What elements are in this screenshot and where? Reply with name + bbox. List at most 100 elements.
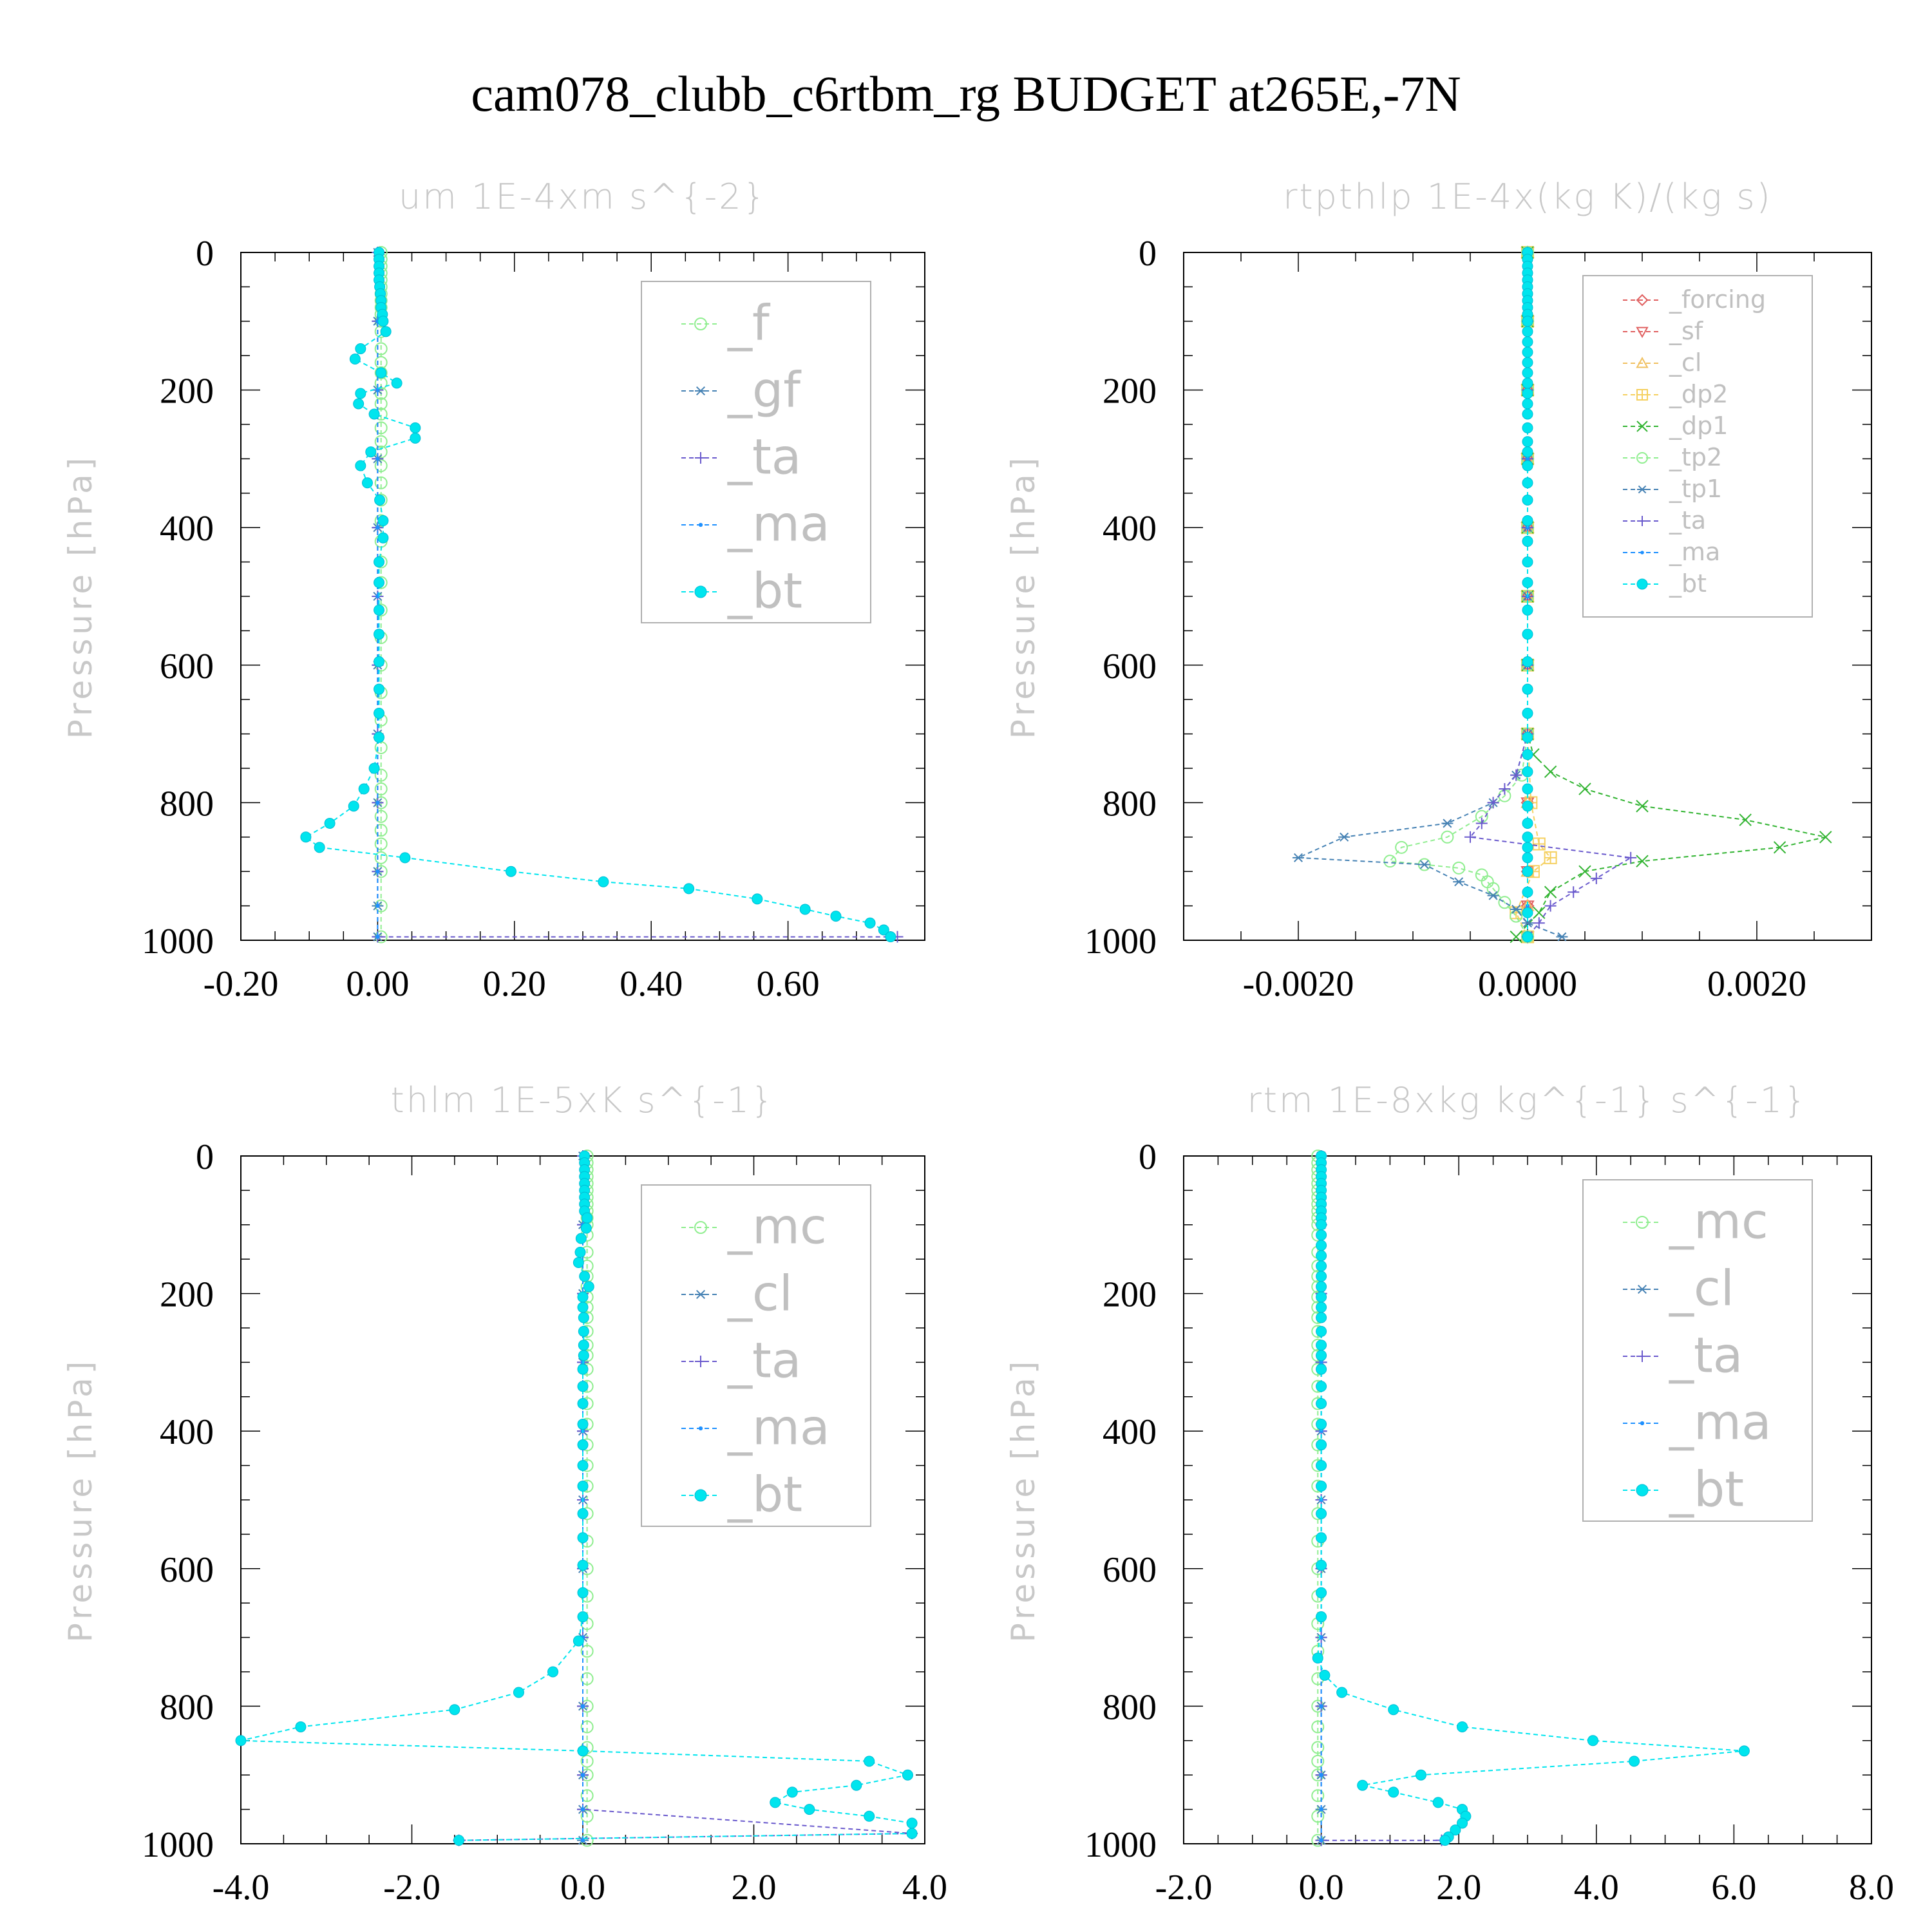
legend-marker — [1636, 1216, 1649, 1229]
x-tick-label: 0.60 — [757, 964, 820, 1004]
data-point — [374, 604, 385, 616]
data-point — [1316, 1419, 1327, 1430]
data-point — [410, 422, 421, 433]
data-point — [1316, 1587, 1327, 1598]
data-point — [1522, 852, 1533, 864]
data-point — [1357, 1779, 1368, 1791]
data-point — [902, 1769, 913, 1781]
data-point — [1316, 1481, 1327, 1492]
legend-label: _ta — [727, 1331, 801, 1388]
data-point — [1629, 1756, 1640, 1767]
data-point — [1450, 1824, 1461, 1836]
legend-box — [641, 1184, 871, 1527]
data-point — [355, 343, 366, 355]
data-point — [580, 1672, 594, 1685]
data-point — [374, 837, 388, 851]
data-point — [1522, 536, 1533, 547]
series-ta — [1315, 1150, 1448, 1846]
y-tick-label: 0 — [1139, 234, 1157, 274]
data-point — [375, 526, 380, 530]
data-point — [580, 1838, 585, 1842]
y-tick-label: 600 — [160, 647, 214, 687]
legend-label: _ma — [727, 495, 830, 552]
data-point — [1522, 422, 1533, 433]
legend-marker — [1636, 356, 1649, 368]
data-point — [1487, 891, 1499, 900]
data-point — [374, 476, 388, 489]
data-point — [1522, 683, 1533, 695]
y-tick-label: 200 — [160, 372, 214, 412]
y-tick-label: 600 — [1103, 1550, 1157, 1590]
legend-label: _tp2 — [1669, 443, 1722, 471]
data-point — [1457, 1721, 1468, 1732]
data-point — [1316, 1363, 1327, 1375]
data-point — [374, 732, 385, 743]
data-point — [1388, 1786, 1399, 1798]
data-point — [864, 1756, 875, 1767]
y-tick-label: 800 — [160, 1687, 214, 1727]
data-point — [1395, 840, 1408, 854]
legend-label: _gf — [727, 361, 802, 418]
y-tick-label: 800 — [160, 784, 214, 824]
data-point — [578, 1340, 589, 1351]
legend-label: _ma — [727, 1398, 830, 1455]
data-point — [878, 924, 889, 936]
legend-marker — [698, 522, 703, 527]
legend-label: _ta — [1669, 1326, 1743, 1383]
data-point — [361, 477, 373, 489]
legend-marker — [1636, 327, 1649, 339]
x-tick-label: -0.20 — [204, 964, 279, 1004]
legend-label: _cl — [727, 1264, 793, 1321]
series-tp2 — [1383, 246, 1534, 943]
y-tick-label: 600 — [1103, 647, 1157, 687]
y-tick-label: 200 — [1103, 1275, 1157, 1315]
series-bt — [1312, 1150, 1750, 1846]
data-point — [1739, 813, 1752, 826]
data-point — [368, 762, 380, 774]
legend-marker — [694, 1489, 707, 1502]
data-point — [752, 893, 763, 905]
data-point — [374, 656, 385, 667]
data-point — [1316, 1302, 1327, 1313]
data-point — [1522, 460, 1533, 471]
data-point — [1418, 860, 1430, 869]
data-point — [830, 911, 842, 922]
data-point — [374, 782, 388, 796]
data-point — [353, 398, 365, 410]
data-point — [864, 917, 876, 929]
x-tick-label: 0.00 — [346, 964, 409, 1004]
data-point — [1522, 515, 1533, 527]
data-point — [375, 904, 380, 908]
data-point — [906, 1817, 918, 1829]
data-point — [1452, 861, 1466, 875]
data-point — [1316, 1381, 1327, 1392]
legend-marker — [1636, 452, 1648, 464]
data-point — [391, 377, 402, 389]
data-point — [1311, 1789, 1325, 1803]
data-point — [577, 1587, 589, 1598]
data-point — [513, 1687, 524, 1698]
data-point — [580, 1754, 594, 1768]
x-tick-label: 2.0 — [732, 1868, 777, 1908]
x-tick-label: 0.0 — [560, 1868, 605, 1908]
data-point — [906, 1828, 918, 1839]
data-point — [1311, 1720, 1325, 1734]
data-point — [1311, 1754, 1325, 1768]
panel-title: rtm 1E-8xkg kg^{-1} s^{-1} — [1247, 1080, 1808, 1121]
data-point — [1319, 1704, 1323, 1709]
data-point — [1522, 336, 1533, 348]
x-tick-label: 8.0 — [1849, 1868, 1894, 1908]
data-point — [1316, 1229, 1327, 1241]
data-point — [1316, 1340, 1327, 1351]
data-point — [1316, 1532, 1327, 1544]
y-axis-label: Pressure [hPa] — [1005, 454, 1042, 739]
data-point — [1636, 800, 1649, 813]
data-point — [374, 708, 385, 719]
data-point — [799, 904, 811, 915]
data-point — [786, 1786, 798, 1798]
legend-marker — [1637, 516, 1647, 526]
legend-marker — [1637, 485, 1647, 494]
panel-2: rtpthlp 1E-4x(kg K)/(kg s) Pressure [hPa]… — [1005, 176, 1872, 1004]
legend-label: _ma — [1669, 538, 1720, 566]
y-tick-label: 400 — [160, 1412, 214, 1452]
